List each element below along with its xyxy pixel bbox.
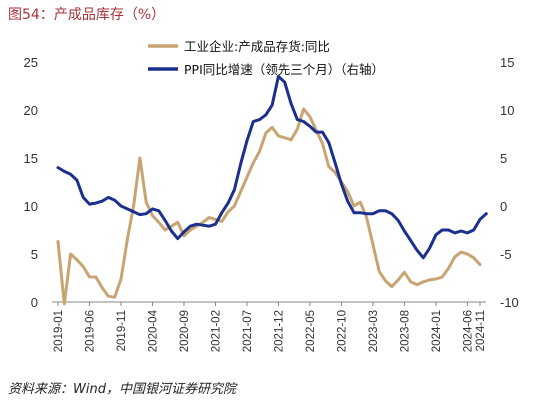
y-right-tick-label: 0 [500,199,507,214]
source-note: 资料来源：Wind，中国银河证券研究院 [8,382,236,397]
y-right-tick-label: 15 [500,55,514,70]
x-tick-label: 2019-01 [53,310,65,352]
y-left-tick-label: 15 [24,151,38,166]
x-tick-label: 2023-03 [368,310,380,352]
x-tick-label: 2020-09 [179,310,191,352]
x-tick-label: 2019-11 [116,310,128,351]
y-left-tick-label: 0 [31,295,38,310]
x-tick-label: 2024-01 [431,310,443,352]
chart-lines [56,74,488,306]
inventory-yoy-line [56,107,482,306]
x-tick-label: 2021-12 [273,310,285,352]
chart-legend: 工业企业:产成品存货:同比 PPI同比增速（领先三个月）（右轴） [148,39,384,77]
chart-axes: 0 5 10 15 20 25 -10 -5 0 5 10 15 2019-01 2019-06 2019-… [24,55,519,352]
x-tick-label: 2019-06 [84,310,96,352]
x-tick-label: 2020-04 [147,309,159,352]
ppi-lead-line [56,74,488,260]
legend-label-inventory: 工业企业:产成品存货:同比 [184,39,330,54]
x-tick-label: 2024-06 [462,310,474,352]
y-right-tick-label: -5 [500,247,512,262]
y-left-tick-label: 20 [24,103,38,118]
x-tick-label: 2023-08 [399,310,411,352]
y-right-tick-label: -10 [500,295,519,310]
y-right-tick-label: 5 [500,151,507,166]
y-right-tick-label: 10 [500,103,514,118]
x-tick-label: 2021-02 [210,310,222,352]
x-tick-label: 2022-10 [336,310,348,352]
y-left-tick-label: 10 [24,199,38,214]
x-tick-label: 2022-05 [305,310,317,352]
x-tick-label: 2024-11 [475,310,487,351]
y-left-tick-label: 5 [31,247,38,262]
x-tick-label: 2021-07 [242,310,254,352]
legend-label-ppi: PPI同比增速（领先三个月）（右轴） [184,62,384,77]
y-left-tick-label: 25 [24,55,38,70]
figure-title: 图54：产成品库存（%） [8,7,166,23]
